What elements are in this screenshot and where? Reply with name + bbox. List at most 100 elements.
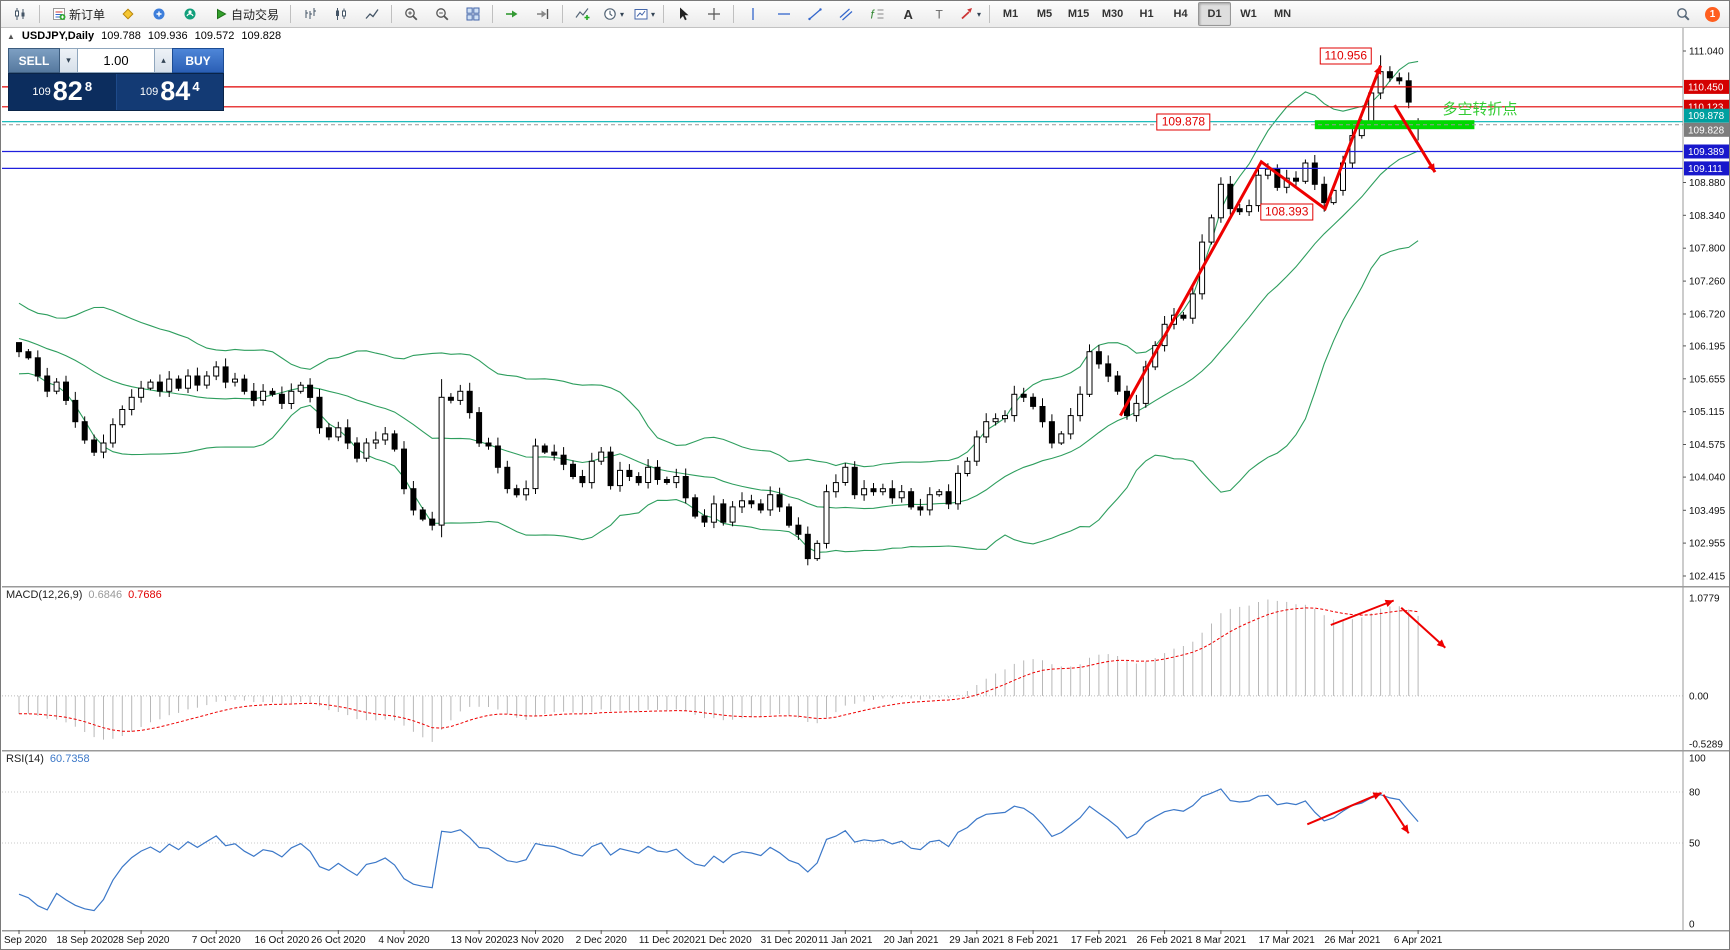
timeframe-d1-button[interactable]: D1 [1198,2,1232,26]
svg-text:104.575: 104.575 [1689,440,1726,451]
new-order-button[interactable]: 新订单 [44,2,112,26]
svg-text:28 Sep 2020: 28 Sep 2020 [113,935,170,946]
toolbar-buttons: 新订单 自动交易 ▾ ▾ f A T ▾ M1 M5 M15 M30 H1 H4 D1 W1 MN [5,2,1668,26]
buy-price-prefix: 109 [139,86,159,98]
zoom-in-button[interactable] [396,2,426,26]
crosshair-button[interactable] [699,2,729,26]
templates-icon [634,9,648,20]
svg-text:8 Feb 2021: 8 Feb 2021 [1008,935,1059,946]
collapse-triangle-icon[interactable]: ▲ [7,31,15,41]
cursor-button[interactable] [668,2,698,26]
chart-symbol-title: USDJPY,Daily [21,30,95,42]
toolbar-separator [562,5,564,23]
notification-badge[interactable]: 1 [1705,6,1720,22]
trend-arrow-objects[interactable] [1119,65,1437,417]
new-chart-button[interactable] [5,2,35,26]
toolbar-separator [663,5,665,23]
trendline-button[interactable] [800,2,830,26]
timeframe-m1-button[interactable]: M1 [1002,8,1019,20]
volume-input[interactable]: 1.00 [77,48,155,73]
rsi-value: 60.7358 [49,753,90,765]
annotation-text[interactable]: 多空转折点 [1442,101,1518,119]
horizontal-line-objects[interactable] [2,86,1683,169]
candle-chart-mode-button[interactable] [326,2,356,26]
chartshift-icon [537,9,549,19]
community-button[interactable] [175,2,205,26]
timeframe-m5-button[interactable]: M5 [1036,8,1053,20]
arrow-objects-button[interactable]: ▾ [955,2,985,26]
toolbar-separator [391,5,393,23]
market-icon [153,8,165,20]
timeframe-h4-button[interactable]: H4 [1173,8,1188,20]
bollinger-bands[interactable] [18,60,1419,553]
equidistant-channel-button[interactable] [831,2,861,26]
indicators-list-button[interactable] [567,2,597,26]
rsi-name: RSI(14) [6,753,44,765]
tile-windows-button[interactable] [458,2,488,26]
toolbar-separator [290,5,292,23]
sell-button[interactable]: SELL [8,48,60,73]
macd-indicator[interactable] [2,599,1683,742]
price-axis[interactable]: 111.040 108.880 108.340 107.800 107.260 106.7… [1682,28,1730,931]
templates-button[interactable]: ▾ [629,2,659,26]
channel-icon [839,8,853,21]
search-button[interactable] [1668,2,1698,26]
horizontal-line-button[interactable] [769,2,799,26]
price-chart-canvas[interactable]: 111.040 108.880 108.340 107.800 107.260 106.7… [2,28,1730,950]
svg-text:26 Mar 2021: 26 Mar 2021 [1324,935,1381,946]
svg-text:21 Dec 2020: 21 Dec 2020 [695,935,752,946]
timeframe-h1-button[interactable]: H1 [1139,8,1154,20]
metaeditor-button[interactable] [113,2,143,26]
time-axis[interactable]: Sep 2020 18 Sep 2020 28 Sep 2020 7 Oct 2020… [4,930,1443,946]
bar-chart-mode-button[interactable] [295,2,325,26]
svg-text:26 Feb 2021: 26 Feb 2021 [1137,935,1194,946]
svg-text:104.040: 104.040 [1689,473,1726,484]
volume-increase-button[interactable]: ▴ [155,48,172,73]
line-chart-mode-button[interactable] [357,2,387,26]
price-callout[interactable]: 110.956 [1319,47,1373,65]
svg-text:107.800: 107.800 [1689,244,1726,255]
price-callout[interactable]: 108.393 [1259,203,1314,221]
timeframe-m15-button[interactable]: M15 [1067,8,1090,20]
support-zone-object[interactable] [1314,120,1475,130]
auto-scroll-button[interactable] [497,2,527,26]
hline-icon [778,13,791,15]
svg-text:102.955: 102.955 [1689,539,1726,550]
buy-button[interactable]: BUY [172,48,224,73]
zoom-out-button[interactable] [427,2,457,26]
svg-text:106.720: 106.720 [1689,310,1726,321]
timeframe-mn-button[interactable]: MN [1273,8,1292,20]
macd-label: MACD(12,26,9) 0.6846 0.7686 [6,589,162,601]
auto-trading-button[interactable]: 自动交易 [206,2,286,26]
svg-text:29 Jan 2021: 29 Jan 2021 [949,935,1004,946]
autotrading-icon [217,8,227,20]
volume-decrease-button[interactable]: ▾ [60,48,77,73]
market-button[interactable] [144,2,174,26]
zoomin-icon [405,8,418,21]
panel-separators[interactable] [2,586,1730,932]
text-button[interactable]: A [893,2,923,26]
sell-price-prefix: 109 [32,86,51,98]
trendline-icon [808,8,822,21]
new-order-label: 新订单 [69,7,106,22]
svg-text:20 Jan 2021: 20 Jan 2021 [884,935,939,946]
periods-button[interactable]: ▾ [598,2,628,26]
buy-price-display[interactable]: 109 84 4 [115,74,223,110]
svg-text:108.340: 108.340 [1689,211,1726,222]
price-callout[interactable]: 109.878 [1156,113,1211,131]
candlestick-series[interactable] [16,55,1422,566]
timeframe-w1-button[interactable]: W1 [1240,8,1257,20]
vertical-line-button[interactable] [738,2,768,26]
svg-text:111.040: 111.040 [1689,47,1724,58]
chart-workspace[interactable]: 111.040 108.880 108.340 107.800 107.260 106.7… [2,28,1730,950]
text-label-button[interactable]: T [924,2,954,26]
zoomout-icon [436,8,449,21]
arrows-icon [961,8,973,20]
fibonacci-retracement-button[interactable]: f [862,2,892,26]
svg-text:2 Dec 2020: 2 Dec 2020 [576,935,628,946]
sell-price-display[interactable]: 109 82 8 [9,74,116,110]
timeframe-m30-button[interactable]: M30 [1101,8,1124,20]
chart-shift-button[interactable] [528,2,558,26]
rsi-indicator[interactable] [2,788,1683,912]
dropdown-caret-icon: ▾ [977,9,982,19]
